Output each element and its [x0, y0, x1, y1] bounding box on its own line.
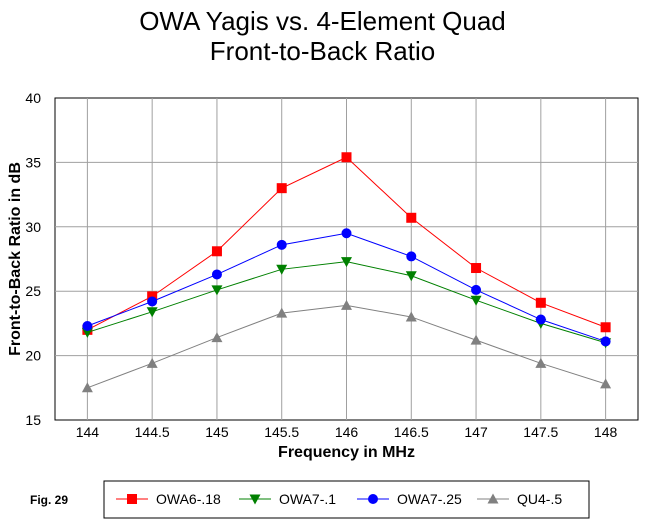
legend-marker — [368, 494, 378, 504]
y-tick-label: 40 — [25, 90, 41, 106]
data-point — [81, 382, 93, 393]
legend-marker — [249, 494, 261, 505]
data-point — [276, 183, 287, 194]
x-tick-label: 146.5 — [394, 424, 429, 440]
y-axis-label: Front-to-Back Ratio in dB — [7, 162, 24, 356]
data-point — [146, 307, 158, 318]
y-tick-label: 15 — [25, 412, 41, 428]
x-tick-label: 145.5 — [264, 424, 299, 440]
data-point — [81, 327, 93, 338]
data-point — [211, 285, 223, 296]
data-point — [341, 228, 352, 239]
legend-label: OWA7-.1 — [279, 491, 336, 507]
data-point — [211, 269, 222, 280]
data-point — [535, 297, 546, 308]
data-point — [341, 299, 352, 310]
series-3 — [81, 299, 612, 393]
data-point — [276, 264, 288, 275]
data-point — [211, 246, 222, 257]
x-axis-label: Frequency in MHz — [278, 444, 415, 461]
legend-marker — [487, 493, 499, 504]
data-point — [405, 271, 417, 282]
data-point — [406, 212, 417, 223]
data-point — [276, 307, 288, 318]
x-tick-label: 145 — [205, 424, 229, 440]
x-tick-label: 146 — [335, 424, 359, 440]
x-tick-label: 147 — [464, 424, 488, 440]
legend-item: QU4-.5 — [477, 491, 562, 507]
x-tick-label: 147.5 — [523, 424, 558, 440]
legend-item: OWA7-.25 — [357, 491, 462, 507]
data-point — [600, 336, 611, 347]
chart-subtitle: Front-to-Back Ratio — [209, 36, 436, 66]
data-point — [341, 152, 352, 163]
y-tick-label: 20 — [25, 348, 41, 364]
legend-item: OWA6-.18 — [116, 491, 221, 507]
legend-item: OWA7-.1 — [239, 491, 336, 507]
data-point — [406, 251, 417, 262]
legend: OWA6-.18 OWA7-.1 OWA7-.25 QU4-.5 — [103, 480, 590, 519]
legend-label: OWA7-.25 — [397, 491, 462, 507]
data-point — [147, 296, 158, 307]
legend-marker — [127, 494, 137, 504]
data-point — [470, 334, 482, 345]
data-point — [146, 357, 158, 368]
y-tick-label: 25 — [25, 283, 41, 299]
data-point — [471, 263, 482, 274]
data-point — [535, 357, 547, 368]
series-2 — [82, 228, 611, 347]
figure-label: Fig. 29 — [30, 493, 69, 507]
data-point — [211, 332, 223, 343]
x-tick-label: 144.5 — [135, 424, 170, 440]
data-point — [405, 311, 417, 322]
data-point — [341, 257, 352, 268]
data-point — [147, 291, 158, 302]
x-tick-label: 148 — [594, 424, 618, 440]
data-point — [600, 378, 612, 389]
data-point — [276, 239, 287, 250]
data-point — [470, 295, 482, 306]
y-tick-label: 35 — [25, 154, 41, 170]
legend-label: OWA6-.18 — [156, 491, 221, 507]
data-point — [535, 314, 546, 325]
chart-title: OWA Yagis vs. 4-Element Quad — [139, 6, 506, 36]
data-point — [600, 322, 611, 333]
data-point — [471, 284, 482, 295]
y-tick-label: 30 — [25, 219, 41, 235]
legend-label: QU4-.5 — [517, 491, 562, 507]
x-tick-label: 144 — [76, 424, 100, 440]
data-point — [82, 320, 93, 331]
